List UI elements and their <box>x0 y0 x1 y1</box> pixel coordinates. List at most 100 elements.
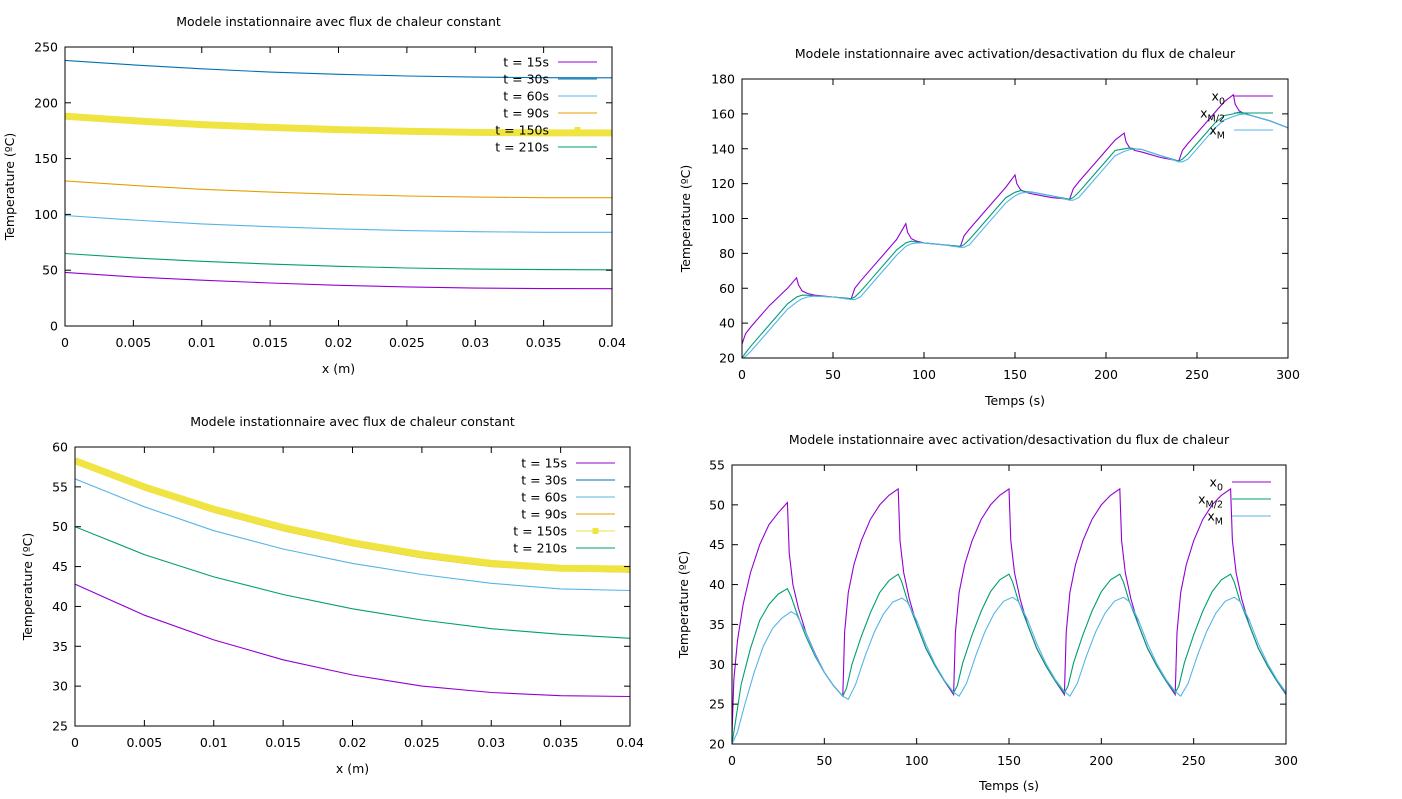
series-line-1 <box>65 59 612 79</box>
series-line-2 <box>75 478 630 592</box>
legend-label: t = 150s <box>513 524 567 539</box>
y-axis-label: Temperature (ºC) <box>676 551 691 660</box>
legend-label-sub: M <box>1215 517 1223 528</box>
legend-label-name: x <box>1209 123 1216 138</box>
plot-frame <box>731 464 1287 745</box>
y-tick-label: 35 <box>52 639 68 654</box>
x-axis-label: Temps (s) <box>978 778 1039 793</box>
legend: t = 15s t = 30s t = 60s t = 90s t = 150s t = … <box>495 55 597 155</box>
legend-label: t = 60s <box>521 490 567 505</box>
legend-label: t = 30s <box>521 473 567 488</box>
series-line-3 <box>65 180 612 199</box>
y-tick-label: 250 <box>34 40 58 55</box>
legend-marker <box>574 127 581 133</box>
legend-label-name: t = 150s <box>513 524 567 539</box>
x-tick-label: 0.03 <box>461 335 489 350</box>
series-group <box>75 457 630 698</box>
legend-label-name: x <box>1212 89 1219 104</box>
y-tick-label: 180 <box>711 72 735 87</box>
plot-frame <box>741 78 1289 359</box>
legend-label-sub: M/2 <box>1206 500 1223 511</box>
x-tick-label: 50 <box>825 367 841 382</box>
chart-title: Modele instationnaire avec activation/de… <box>795 46 1236 61</box>
series-line-2 <box>732 596 1286 744</box>
x-tick-label: 0.02 <box>339 735 367 750</box>
y-tick-label: 40 <box>52 599 68 614</box>
legend-label: xM/2 <box>1198 492 1223 511</box>
y-tick-label: 55 <box>709 458 725 473</box>
y-tick-label: 100 <box>34 207 58 222</box>
legend-label: t = 15s <box>521 456 567 471</box>
legend-label-name: t = 150s <box>495 123 549 138</box>
x-tick-label: 150 <box>997 753 1021 768</box>
chart-top-left: Modele instationnaire avec flux de chale… <box>2 14 626 376</box>
legend-label-name: x <box>1200 106 1207 121</box>
series-line-5 <box>75 526 630 639</box>
y-tick-label: 120 <box>711 176 735 191</box>
legend-label-name: t = 60s <box>503 89 549 104</box>
legend-label: xM <box>1209 123 1225 142</box>
x-tick-label: 0.035 <box>526 335 562 350</box>
legend-label: xM/2 <box>1200 106 1225 125</box>
x-tick-label: 100 <box>905 753 929 768</box>
series-group <box>65 59 612 290</box>
y-tick-label: 40 <box>719 316 735 331</box>
x-tick-label: 0.005 <box>126 735 162 750</box>
x-tick-label: 0 <box>728 753 736 768</box>
series-line-4 <box>75 457 630 573</box>
x-tick-label: 200 <box>1089 753 1113 768</box>
x-tick-label: 0.015 <box>252 335 288 350</box>
legend-label-name: x <box>1198 492 1205 507</box>
y-tick-label: 30 <box>709 657 725 672</box>
legend-label: xM <box>1207 509 1223 528</box>
legend-label-sub: 0 <box>1217 483 1223 494</box>
y-tick-label: 50 <box>52 519 68 534</box>
y-tick-label: 20 <box>719 351 735 366</box>
y-tick-label: 100 <box>711 211 735 226</box>
y-tick-label: 50 <box>42 263 58 278</box>
series-group <box>742 93 1288 358</box>
y-tick-label: 30 <box>52 679 68 694</box>
y-tick-label: 60 <box>719 281 735 296</box>
x-tick-label: 200 <box>1094 367 1118 382</box>
y-tick-label: 150 <box>34 151 58 166</box>
x-tick-label: 300 <box>1274 753 1298 768</box>
series-line-2 <box>65 214 612 233</box>
legend-label: x0 <box>1212 89 1225 108</box>
y-axis-label: Temperature (ºC) <box>2 133 17 242</box>
x-tick-label: 0.04 <box>616 735 644 750</box>
legend-label-name: t = 30s <box>503 72 549 87</box>
x-tick-label: 0.025 <box>404 735 440 750</box>
x-tick-label: 0.025 <box>389 335 425 350</box>
x-tick-label: 100 <box>912 367 936 382</box>
legend-label: t = 90s <box>503 106 549 121</box>
legend: t = 15s t = 30s t = 60s t = 90s t = 150s t = … <box>513 456 615 556</box>
y-tick-label: 55 <box>52 479 68 494</box>
y-tick-label: 80 <box>719 246 735 261</box>
legend-label-name: t = 60s <box>521 490 567 505</box>
legend-label-name: x <box>1207 509 1214 524</box>
legend-label-sub: 0 <box>1219 97 1225 108</box>
legend-label: t = 210s <box>513 541 567 556</box>
series-line-0 <box>732 487 1286 737</box>
y-tick-label: 45 <box>709 537 725 552</box>
chart-bottom-left: Modele instationnaire avec flux de chale… <box>20 414 644 776</box>
y-tick-label: 20 <box>709 737 725 752</box>
chart-title: Modele instationnaire avec flux de chale… <box>190 414 515 429</box>
legend-label-name: x <box>1210 475 1217 490</box>
legend-label: t = 90s <box>521 507 567 522</box>
y-tick-label: 35 <box>709 617 725 632</box>
y-tick-label: 45 <box>52 559 68 574</box>
x-tick-label: 0.005 <box>115 335 151 350</box>
y-tick-label: 160 <box>711 106 735 121</box>
legend-label-name: t = 210s <box>495 140 549 155</box>
legend-label-name: t = 90s <box>503 106 549 121</box>
chart-top-right: Modele instationnaire avec activation/de… <box>678 46 1300 408</box>
x-tick-label: 0.01 <box>200 735 228 750</box>
legend-label-name: t = 15s <box>503 55 549 70</box>
y-tick-label: 140 <box>711 141 735 156</box>
y-axis-label: Temperature (ºC) <box>20 533 35 642</box>
